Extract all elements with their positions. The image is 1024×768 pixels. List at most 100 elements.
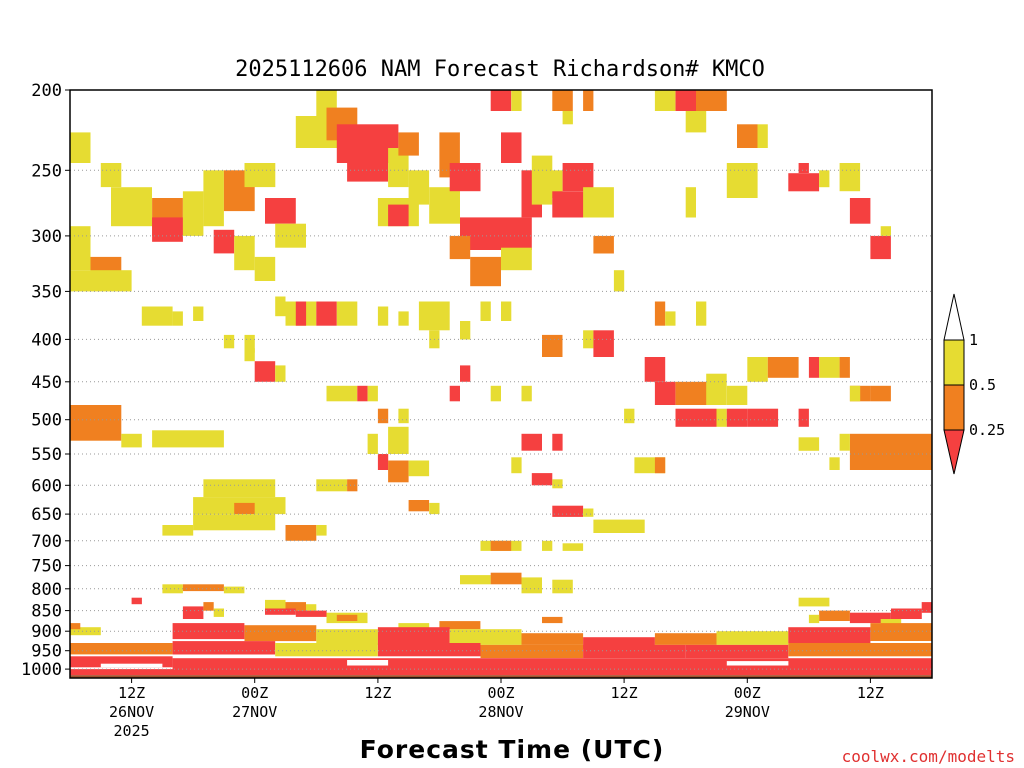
ri-cell-36 [501, 132, 522, 163]
ri-cell-141 [285, 525, 317, 541]
ri-cell-73 [377, 306, 389, 326]
y-tick-label-200: 200 [31, 81, 62, 101]
x-tick-label-1-0: 00Z [241, 684, 268, 702]
ri-cell-165 [265, 608, 296, 615]
ri-cell-27 [429, 187, 460, 224]
ri-cell-192 [716, 631, 789, 645]
ri-cell-172 [849, 612, 891, 624]
ri-cell-207 [347, 660, 389, 666]
ri-cell-171 [808, 614, 820, 624]
ri-cell-154 [460, 575, 491, 585]
ri-cell-133 [798, 437, 820, 451]
ri-cell-177 [203, 602, 214, 611]
x-tick-label-2-0: 12Z [364, 684, 391, 702]
ri-cell-136 [203, 479, 276, 498]
y-tick-label-650: 650 [31, 505, 62, 525]
ri-cell-24 [408, 170, 430, 205]
ri-cell-88 [152, 430, 224, 448]
ri-cell-169 [798, 597, 830, 607]
y-tick-label-450: 450 [31, 373, 62, 393]
ri-cell-132 [829, 457, 840, 470]
ri-cell-143 [316, 479, 348, 492]
ri-cell-41 [562, 163, 594, 192]
credit-link[interactable]: coolwx.com/modelts [842, 747, 1015, 766]
ri-cell-108 [511, 457, 522, 474]
x-axis-label: Forecast Time (UTC) [360, 735, 665, 764]
ri-cell-21 [347, 155, 389, 182]
ri-cell-152 [542, 540, 553, 551]
ri-cell-199 [480, 644, 584, 659]
ri-cell-155 [490, 572, 522, 585]
ri-cell-8 [244, 163, 276, 188]
ri-cell-93 [357, 385, 368, 402]
ri-cell-122 [747, 408, 779, 427]
x-tick-label-0-1: 26NOV [109, 703, 154, 721]
ri-cell-9 [265, 198, 296, 224]
ri-cell-91 [275, 365, 286, 382]
ri-cell-197 [275, 643, 378, 657]
ri-cell-78 [480, 301, 491, 321]
ri-cell-48 [654, 90, 676, 111]
ri-cell-146 [429, 502, 440, 515]
y-tick-label-600: 600 [31, 476, 62, 496]
ri-cell-101 [367, 433, 378, 454]
ri-cell-4 [152, 217, 183, 242]
ri-cell-63 [141, 306, 173, 326]
ri-cell-96 [398, 408, 409, 424]
ri-cell-120 [747, 357, 768, 382]
ri-cell-190 [583, 637, 655, 649]
chart-title: 2025112606 NAM Forecast Richardson# KMCO [235, 57, 765, 82]
ri-cell-77 [460, 321, 471, 340]
y-tick-label-1000: 1000 [21, 660, 62, 680]
ri-cell-130 [849, 433, 932, 470]
ri-cell-11 [70, 226, 91, 271]
ri-cell-53 [757, 124, 768, 148]
ri-cell-115 [675, 408, 717, 427]
ri-cell-110 [552, 479, 563, 489]
ri-cell-128 [870, 385, 891, 402]
ri-cell-13 [70, 270, 132, 292]
ri-cell-151 [490, 540, 512, 551]
ri-cell-181 [542, 616, 563, 624]
ri-cell-202 [788, 643, 932, 657]
ri-cell-189 [521, 633, 584, 645]
ri-cell-65 [193, 306, 204, 321]
ri-cell-142 [316, 525, 327, 536]
ri-cell-47 [613, 270, 625, 292]
y-tick-label-850: 850 [31, 602, 62, 622]
ri-cell-74 [398, 311, 409, 326]
ri-cell-124 [808, 357, 820, 378]
ri-cell-109 [531, 473, 553, 486]
ri-cell-82 [593, 330, 614, 357]
ri-cell-138 [234, 502, 255, 515]
ri-cell-42 [583, 187, 614, 218]
y-tick-label-300: 300 [31, 227, 62, 247]
ri-cell-178 [213, 608, 224, 617]
ri-cell-135 [654, 457, 666, 474]
ri-cell-123 [798, 408, 809, 427]
ri-cell-144 [347, 479, 358, 492]
ri-cell-52 [737, 124, 758, 148]
ri-cell-168 [336, 614, 358, 621]
ri-cell-102 [377, 454, 389, 470]
ri-cell-166 [295, 610, 327, 617]
x-tick-label-5-0: 00Z [734, 684, 761, 702]
ri-cell-50 [696, 90, 727, 111]
ri-cell-14 [213, 229, 235, 254]
ri-cell-118 [716, 408, 727, 427]
x-tick-label-3-0: 00Z [487, 684, 514, 702]
ri-cell-193 [788, 627, 871, 643]
ri-cell-170 [819, 610, 850, 621]
ri-cell-37 [490, 90, 512, 111]
ri-cell-206 [100, 663, 163, 668]
ri-cell-113 [654, 381, 676, 405]
ri-cell-30 [460, 217, 532, 250]
ri-cell-156 [521, 577, 542, 594]
ri-cell-185 [244, 625, 317, 642]
ri-cell-32 [470, 256, 501, 287]
ri-cell-49 [675, 90, 696, 111]
ri-cell-176 [182, 606, 204, 619]
ri-cell-61 [870, 235, 891, 260]
ri-cell-159 [182, 584, 224, 592]
ri-cell-84 [665, 311, 676, 326]
